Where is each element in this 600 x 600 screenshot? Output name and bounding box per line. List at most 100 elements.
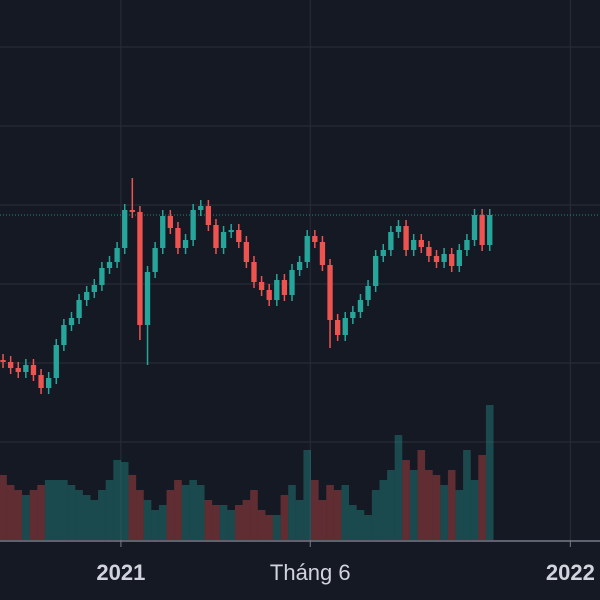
- candle-body: [76, 300, 82, 318]
- candle-body: [46, 378, 52, 388]
- candle-body: [236, 230, 242, 242]
- candle-body: [464, 240, 470, 250]
- volume-bar: [463, 450, 471, 540]
- volume-bar: [29, 490, 38, 540]
- volume-bar: [485, 405, 494, 540]
- volume-bar: [303, 450, 312, 540]
- candle-body: [152, 248, 158, 272]
- candle-body: [441, 254, 447, 262]
- candle-body: [449, 254, 455, 266]
- candle-body: [357, 300, 364, 312]
- volume-bar: [326, 485, 334, 540]
- candle-body: [190, 210, 196, 240]
- candle-body: [373, 256, 379, 286]
- volume-bar: [212, 505, 220, 540]
- volume-bar: [318, 500, 327, 540]
- volume-bar: [52, 480, 61, 540]
- candle-body: [38, 375, 44, 388]
- volume-bar: [174, 480, 182, 540]
- candle-body: [487, 215, 493, 245]
- volume-bar: [22, 495, 30, 540]
- candle-body: [296, 262, 303, 270]
- candle-body: [30, 365, 37, 375]
- candle-body: [251, 262, 257, 282]
- volume-bar: [234, 505, 243, 540]
- candle-body: [365, 286, 371, 300]
- volume-bar: [151, 510, 159, 540]
- volume-bar: [379, 480, 388, 540]
- volume-bar: [120, 462, 129, 540]
- volume-bar: [311, 480, 319, 540]
- candle-body: [426, 247, 432, 256]
- candle-body: [327, 265, 333, 320]
- candle-body: [334, 320, 341, 335]
- volume-bar: [455, 490, 464, 540]
- volume-bar: [0, 475, 7, 540]
- candle-body: [304, 236, 310, 262]
- volume-bar: [105, 480, 114, 540]
- volume-bar: [295, 500, 304, 540]
- candle-body: [114, 248, 120, 262]
- volume-bar: [136, 490, 144, 540]
- candle-body: [403, 226, 409, 250]
- volume-bar: [333, 490, 342, 540]
- candle-body: [68, 318, 75, 325]
- candle-body: [266, 290, 272, 300]
- volume-bar: [166, 490, 175, 540]
- candle-body: [53, 345, 59, 378]
- candle-body: [91, 285, 97, 292]
- candle-body: [122, 210, 128, 248]
- volume-bar: [349, 505, 357, 540]
- candle-body: [205, 206, 212, 225]
- candle-body: [388, 232, 394, 250]
- candle-body: [198, 206, 204, 210]
- candle-body: [228, 230, 234, 232]
- volume-bar: [265, 515, 274, 540]
- volume-bar: [402, 460, 410, 540]
- candle-body: [471, 215, 478, 240]
- candle-body: [182, 240, 189, 248]
- volume-bar: [478, 455, 486, 540]
- candle-body: [175, 228, 181, 248]
- volume-bar: [250, 490, 258, 540]
- candle-body: [380, 250, 386, 256]
- candle-body: [418, 240, 424, 247]
- candle-body: [61, 325, 67, 345]
- candle-body: [433, 256, 440, 262]
- volume-bar: [189, 480, 197, 540]
- candle-body: [0, 360, 6, 362]
- volume-bar: [37, 485, 45, 540]
- volume-bar: [242, 500, 251, 540]
- candle-body: [274, 280, 280, 300]
- volume-bar: [432, 475, 441, 540]
- volume-bar: [128, 475, 137, 540]
- candle-body: [144, 272, 151, 325]
- volume-bar: [273, 515, 281, 540]
- volume-bar: [181, 485, 190, 540]
- volume-bar: [196, 485, 205, 540]
- volume-bar: [158, 505, 167, 540]
- volume-bar: [394, 435, 403, 540]
- volume-bar: [288, 485, 296, 540]
- candle-body: [15, 368, 21, 372]
- volume-bar: [371, 490, 380, 540]
- candle-body: [220, 232, 227, 248]
- candle-body: [319, 242, 326, 265]
- candle-body: [289, 270, 295, 295]
- volume-bar: [470, 480, 479, 540]
- volume-bar: [440, 485, 448, 540]
- candle-body: [23, 365, 29, 372]
- volume-bar: [98, 490, 106, 540]
- volume-bar: [60, 480, 68, 540]
- candle-body: [258, 282, 265, 290]
- volume-bar: [356, 510, 365, 540]
- volume-bar: [113, 460, 121, 540]
- volume-bar: [90, 500, 99, 540]
- volume-bar: [67, 485, 76, 540]
- candle-body: [99, 268, 105, 285]
- x-tick-label: 2021: [96, 560, 145, 585]
- candle-body: [106, 262, 113, 268]
- volume-bar: [44, 480, 53, 540]
- candle-body: [84, 292, 90, 300]
